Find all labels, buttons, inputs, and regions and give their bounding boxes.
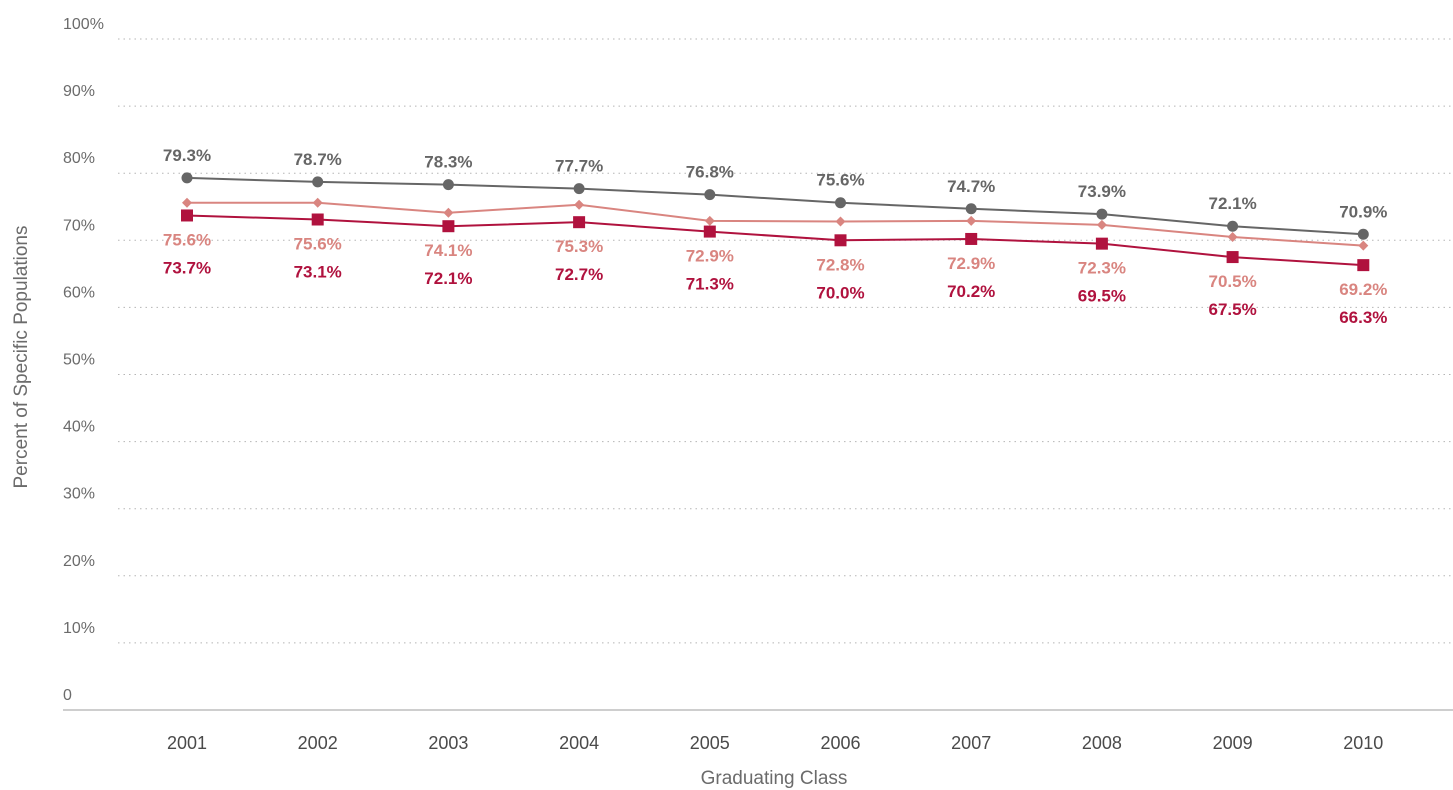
series-2-point: [704, 215, 715, 226]
series-2-data-label: 72.9%: [947, 254, 995, 273]
series-3-point: [1226, 251, 1239, 264]
series-1-data-label: 77.7%: [555, 157, 603, 176]
series-1-point: [312, 176, 324, 188]
series-1-point: [442, 179, 454, 191]
series-2-point: [1227, 231, 1238, 242]
y-tick-label: 0: [63, 687, 72, 704]
series-3-point: [703, 225, 716, 238]
y-tick-label: 90%: [63, 83, 95, 100]
y-axis-ticks: 0 10% 20% 30% 40% 50% 60% 70% 80% 90% 100%: [63, 16, 104, 704]
series-3-data-label: 71.3%: [686, 275, 734, 294]
x-tick-label: 2008: [1082, 733, 1122, 753]
x-tick-label: 2003: [428, 733, 468, 753]
series: [181, 172, 1370, 272]
series-3-data-label: 66.3%: [1339, 308, 1387, 327]
series-1-data-label: 74.7%: [947, 177, 995, 196]
series-2-data-label: 75.6%: [294, 234, 342, 253]
series-1-point: [965, 203, 977, 215]
series-2-point: [443, 207, 454, 218]
series-3-line: [186, 214, 1364, 267]
series-2-data-label: 72.9%: [686, 247, 734, 266]
y-tick-label: 80%: [63, 150, 95, 167]
series-3: [181, 209, 1370, 272]
series-1-data-label: 78.7%: [294, 150, 342, 169]
series-1-data-label: 73.9%: [1078, 182, 1126, 201]
series-3-point: [573, 216, 586, 229]
series-1-point: [573, 183, 585, 195]
series-1-point: [835, 197, 846, 209]
series-3-point: [834, 234, 847, 247]
series-2-data-label: 72.8%: [816, 255, 864, 274]
series-1-data-label: 79.3%: [163, 146, 211, 165]
series-3-point: [1095, 237, 1108, 250]
series-1-point: [181, 172, 193, 184]
series-3-point: [181, 209, 193, 222]
series-1-point: [1096, 208, 1108, 220]
y-tick-label: 30%: [63, 486, 95, 503]
x-tick-label: 2002: [298, 733, 338, 753]
series-3-data-label: 73.7%: [163, 258, 211, 277]
series-3-data-label: 72.1%: [424, 269, 472, 288]
series-1-data-label: 78.3%: [424, 153, 472, 172]
x-tick-label: 2010: [1343, 733, 1383, 753]
series-3-data-label: 67.5%: [1208, 300, 1256, 319]
series-1-data-label: 75.6%: [816, 171, 864, 190]
series-2-data-label: 74.1%: [424, 241, 472, 260]
series-2-data-label: 75.3%: [555, 237, 603, 256]
series-1-data-label: 72.1%: [1208, 194, 1256, 213]
series-3-data-label: 70.2%: [947, 282, 995, 301]
data-labels: 79.3% 75.6% 73.7% 78.7% 75.6% 73.1% 78.3% 74.1%…: [163, 146, 1388, 327]
series-3-point: [965, 232, 978, 245]
series-3-data-label: 73.1%: [294, 262, 342, 281]
x-tick-label: 2007: [951, 733, 991, 753]
series-2-point: [182, 197, 192, 208]
series-1-point: [704, 189, 716, 201]
series-1-line: [186, 176, 1364, 236]
series-2-point: [835, 216, 846, 227]
x-tick-label: 2005: [690, 733, 730, 753]
series-1-point: [1357, 228, 1369, 240]
series-2: [182, 197, 1369, 251]
y-tick-label: 20%: [63, 553, 95, 570]
x-axis-ticks: 2001 2002 2003 2004 2005 2006 2007 2008 2009 2010: [167, 733, 1383, 753]
gridlines: [118, 38, 1453, 644]
y-tick-label: 100%: [63, 16, 104, 33]
series-2-point: [1096, 219, 1107, 230]
x-tick-label: 2001: [167, 733, 207, 753]
x-tick-label: 2004: [559, 733, 599, 753]
y-tick-label: 60%: [63, 284, 95, 301]
series-3-data-label: 72.7%: [555, 265, 603, 284]
series-3-point: [311, 213, 324, 226]
series-1-data-label: 70.9%: [1339, 202, 1387, 221]
series-2-point: [1358, 240, 1369, 251]
y-tick-label: 10%: [63, 620, 95, 637]
series-2-point: [966, 215, 977, 226]
x-tick-label: 2009: [1213, 733, 1253, 753]
series-1: [181, 172, 1369, 240]
series-2-point: [574, 199, 585, 210]
y-tick-label: 70%: [63, 217, 95, 234]
x-axis-title: Graduating Class: [701, 768, 848, 789]
series-3-point: [1357, 259, 1370, 272]
series-3-point: [442, 220, 455, 233]
series-3-data-label: 69.5%: [1078, 287, 1126, 306]
y-tick-label: 50%: [63, 352, 95, 369]
y-axis-title: Percent of Specific Populations: [11, 226, 32, 489]
series-1-point: [1227, 220, 1239, 232]
series-2-data-label: 75.6%: [163, 230, 211, 249]
series-2-line: [187, 201, 1364, 247]
series-2-point: [312, 197, 323, 208]
series-2-data-label: 69.2%: [1339, 280, 1387, 299]
series-1-data-label: 76.8%: [686, 163, 734, 182]
x-tick-label: 2006: [820, 733, 860, 753]
series-3-data-label: 70.0%: [816, 283, 864, 302]
series-2-data-label: 72.3%: [1078, 259, 1126, 278]
series-2-data-label: 70.5%: [1208, 272, 1256, 291]
y-tick-label: 40%: [63, 419, 95, 436]
